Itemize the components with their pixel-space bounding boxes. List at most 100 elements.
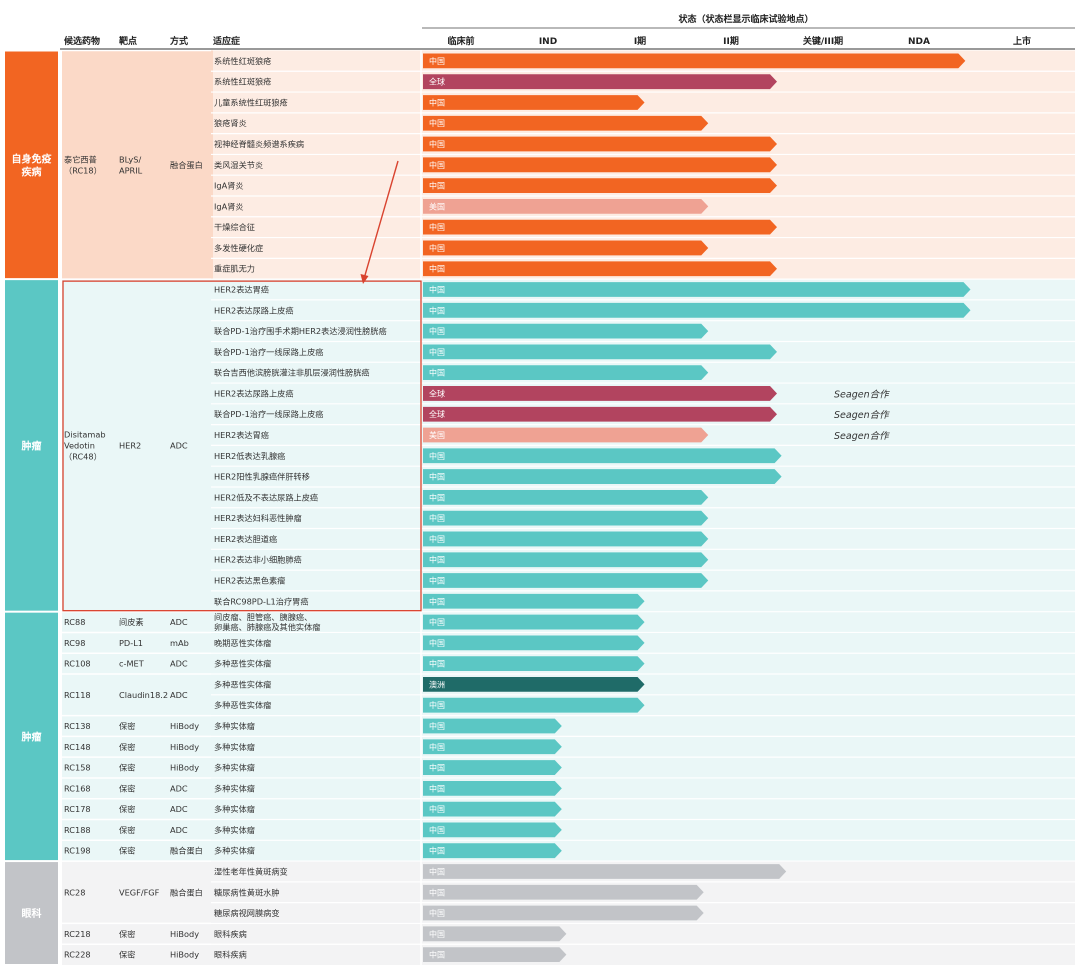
- category-band: [5, 280, 58, 611]
- chart-title: 状态（状态栏显示临床试验地点）: [678, 13, 813, 25]
- stage-bar: [423, 406, 777, 422]
- drug-cell: RC228: [64, 950, 91, 960]
- drug-cell: Disitamab: [64, 429, 106, 439]
- target-cell: APRIL: [119, 165, 143, 175]
- stage-bar: [423, 905, 704, 921]
- modality-cell: ADC: [170, 617, 188, 627]
- location-label: 中国: [429, 222, 445, 232]
- modality-cell: 融合蛋白: [170, 846, 203, 856]
- drug-cell: Vedotin: [64, 440, 95, 450]
- highlight-box: [62, 280, 422, 612]
- indication-cell: 多种实体瘤: [214, 825, 255, 835]
- location-label: 中国: [429, 118, 445, 128]
- indication-cell: HER2表达尿路上皮癌: [214, 305, 294, 315]
- modality-cell: ADC: [170, 804, 188, 814]
- category-band: [5, 612, 58, 861]
- location-label: 中国: [429, 492, 445, 502]
- category-label: 疾病: [22, 165, 42, 178]
- location-label: 中国: [429, 763, 445, 773]
- location-label: 中国: [429, 264, 445, 274]
- location-label: 中国: [429, 326, 445, 336]
- modality-cell: ADC: [170, 440, 188, 450]
- location-label: 中国: [429, 56, 445, 66]
- location-label: 全球: [429, 388, 445, 398]
- stage-bar: [423, 427, 709, 443]
- drug-cell: RC98: [64, 638, 85, 648]
- indication-cell: 视神经脊髓炎频谱系疾病: [214, 139, 304, 149]
- target-cell: HER2: [119, 440, 141, 450]
- modality-cell: HiBody: [170, 950, 199, 960]
- stage-bar: [423, 510, 709, 526]
- location-label: 全球: [429, 409, 445, 419]
- stage-bar: [423, 219, 777, 235]
- drug-cell: RC138: [64, 721, 91, 731]
- stage-bar: [423, 656, 645, 672]
- stage-bar: [423, 74, 777, 90]
- indication-cell: HER2表达非小细胞肺癌: [214, 555, 302, 565]
- location-label: 中国: [429, 285, 445, 295]
- indication-cell: 多种恶性实体瘤: [214, 700, 271, 710]
- indication-cell: 多种实体瘤: [214, 742, 255, 752]
- target-cell: 保密: [119, 804, 135, 814]
- location-label: 中国: [429, 555, 445, 565]
- modality-cell: ADC: [170, 783, 188, 793]
- stage-label: NDA: [908, 37, 930, 47]
- drug-cell: RC218: [64, 929, 91, 939]
- location-label: 中国: [429, 950, 445, 960]
- indication-cell: 联合吉西他滨膀胱灌注非肌层浸润性膀胱癌: [214, 368, 370, 378]
- stage-bar: [423, 323, 709, 339]
- stage-bar: [423, 573, 709, 588]
- indication-cell: 湿性老年性黄斑病变: [214, 866, 288, 876]
- arrow-head: [360, 274, 369, 284]
- category-label: 眼科: [22, 907, 42, 920]
- location-label: 美国: [429, 201, 445, 211]
- stage-bar: [423, 635, 645, 651]
- stage-bar: [423, 864, 787, 879]
- indication-cell: 多种实体瘤: [214, 783, 255, 793]
- column-header-modality: 方式: [170, 35, 188, 47]
- indication-cell: 重症肌无力: [214, 264, 255, 274]
- indication-cell: 多种恶性实体瘤: [214, 679, 271, 689]
- target-cell: c-MET: [119, 659, 145, 669]
- stage-bar: [423, 178, 777, 193]
- stage-label: IND: [539, 37, 557, 47]
- indication-cell: 多发性硬化症: [214, 243, 263, 253]
- stage-bar: [423, 801, 562, 817]
- stage-bar: [423, 843, 562, 859]
- target-cell: BLyS/: [119, 154, 141, 164]
- location-label: 中国: [429, 908, 445, 918]
- category-band: [5, 51, 58, 279]
- modality-cell: HiBody: [170, 929, 199, 939]
- modality-cell: 融合蛋白: [170, 887, 203, 897]
- drug-cell: 泰它西普: [64, 154, 97, 164]
- location-label: 中国: [429, 929, 445, 939]
- location-label: 中国: [429, 804, 445, 814]
- stage-bar: [423, 926, 567, 942]
- stage-label: 关键/III期: [803, 35, 843, 47]
- stage-bar: [423, 718, 562, 734]
- indication-cell: HER2低及不表达尿路上皮癌: [214, 492, 318, 502]
- target-cell: 间皮素: [119, 617, 144, 627]
- partner-note: Seagen合作: [834, 388, 890, 400]
- drug-block-background: [62, 50, 213, 280]
- location-label: 中国: [429, 181, 445, 191]
- location-label: 中国: [429, 243, 445, 253]
- stage-bar: [423, 884, 704, 900]
- category-label: 肿瘤: [22, 730, 42, 743]
- stage-bar: [423, 344, 777, 360]
- drug-cell: RC188: [64, 825, 91, 835]
- location-label: 美国: [429, 430, 445, 440]
- indication-cell: 系统性红斑狼疮: [214, 56, 271, 66]
- indication-cell: 糖尿病视网膜病变: [214, 908, 280, 918]
- column-header-indication: 适应症: [213, 35, 240, 47]
- drug-cell: RC158: [64, 763, 91, 773]
- stage-bar: [423, 677, 645, 692]
- stage-bar: [423, 240, 709, 256]
- indication-cell: 晚期恶性实体瘤: [214, 638, 271, 648]
- stage-bar: [423, 593, 645, 609]
- indication-cell: 系统性红斑狼疮: [214, 77, 271, 87]
- indication-cell: 多种实体瘤: [214, 804, 255, 814]
- stage-label: I期: [634, 35, 646, 47]
- location-label: 中国: [429, 638, 445, 648]
- drug-cell: （RC48）: [64, 451, 102, 461]
